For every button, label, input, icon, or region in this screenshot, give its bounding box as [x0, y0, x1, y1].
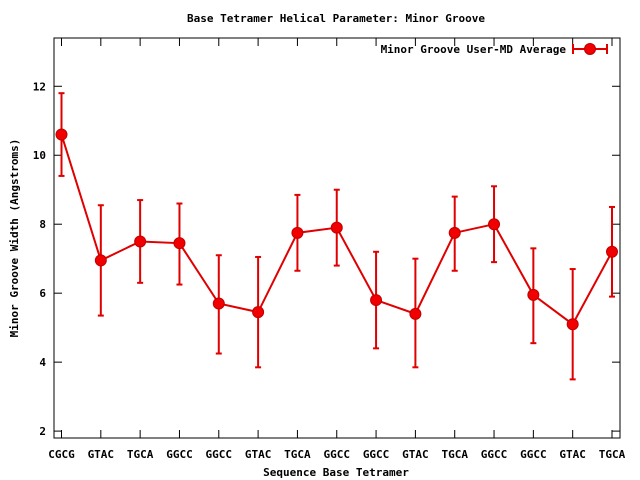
series-group: [55, 92, 618, 381]
data-point: [448, 226, 461, 239]
x-tick-label: GTAC: [402, 448, 429, 461]
data-point: [370, 294, 383, 307]
data-point: [252, 306, 265, 319]
data-point: [173, 237, 186, 250]
x-tick-label: GGCC: [206, 448, 233, 461]
x-tick-label: TGCA: [599, 448, 626, 461]
x-tick-label: GGCC: [166, 448, 193, 461]
data-point: [94, 254, 107, 267]
y-tick-label: 8: [39, 218, 46, 231]
y-tick-label: 10: [33, 149, 46, 162]
x-tick-label: GGCC: [324, 448, 351, 461]
legend-label: Minor Groove User-MD Average: [381, 43, 567, 56]
x-tick-label: GGCC: [520, 448, 547, 461]
x-tick-label: GTAC: [88, 448, 115, 461]
x-axis: CGCG GTAC TGCA GGCC GGCC GTAC TGCA GGCC GGCC GTAC…: [48, 38, 626, 461]
x-tick-label: GTAC: [245, 448, 272, 461]
data-point: [488, 218, 501, 231]
x-tick-label: TGCA: [127, 448, 154, 461]
legend-marker: [584, 43, 596, 55]
x-axis-label: Sequence Base Tetramer: [263, 466, 409, 479]
y-tick-label: 4: [39, 356, 46, 369]
data-point: [330, 221, 343, 234]
x-tick-label: GTAC: [559, 448, 586, 461]
data-point: [566, 318, 579, 331]
x-tick-label: TGCA: [441, 448, 468, 461]
y-tick-label: 2: [39, 425, 46, 438]
chart-title: Base Tetramer Helical Parameter: Minor G…: [187, 12, 485, 25]
data-point: [527, 288, 540, 301]
data-point: [291, 226, 304, 239]
x-tick-label: GGCC: [363, 448, 390, 461]
x-tick-label: GGCC: [481, 448, 508, 461]
y-axis: 2 4 6 8 10 12: [33, 80, 620, 438]
y-tick-label: 6: [39, 287, 46, 300]
y-axis-label: Minor Groove Width (Angstroms): [8, 139, 21, 338]
data-point: [134, 235, 147, 248]
data-point: [212, 297, 225, 310]
data-point: [55, 128, 68, 141]
data-point: [409, 307, 422, 320]
y-tick-label: 12: [33, 80, 46, 93]
legend: Minor Groove User-MD Average: [381, 43, 608, 56]
x-tick-label: TGCA: [284, 448, 311, 461]
x-tick-label: CGCG: [48, 448, 75, 461]
data-point: [606, 245, 618, 258]
